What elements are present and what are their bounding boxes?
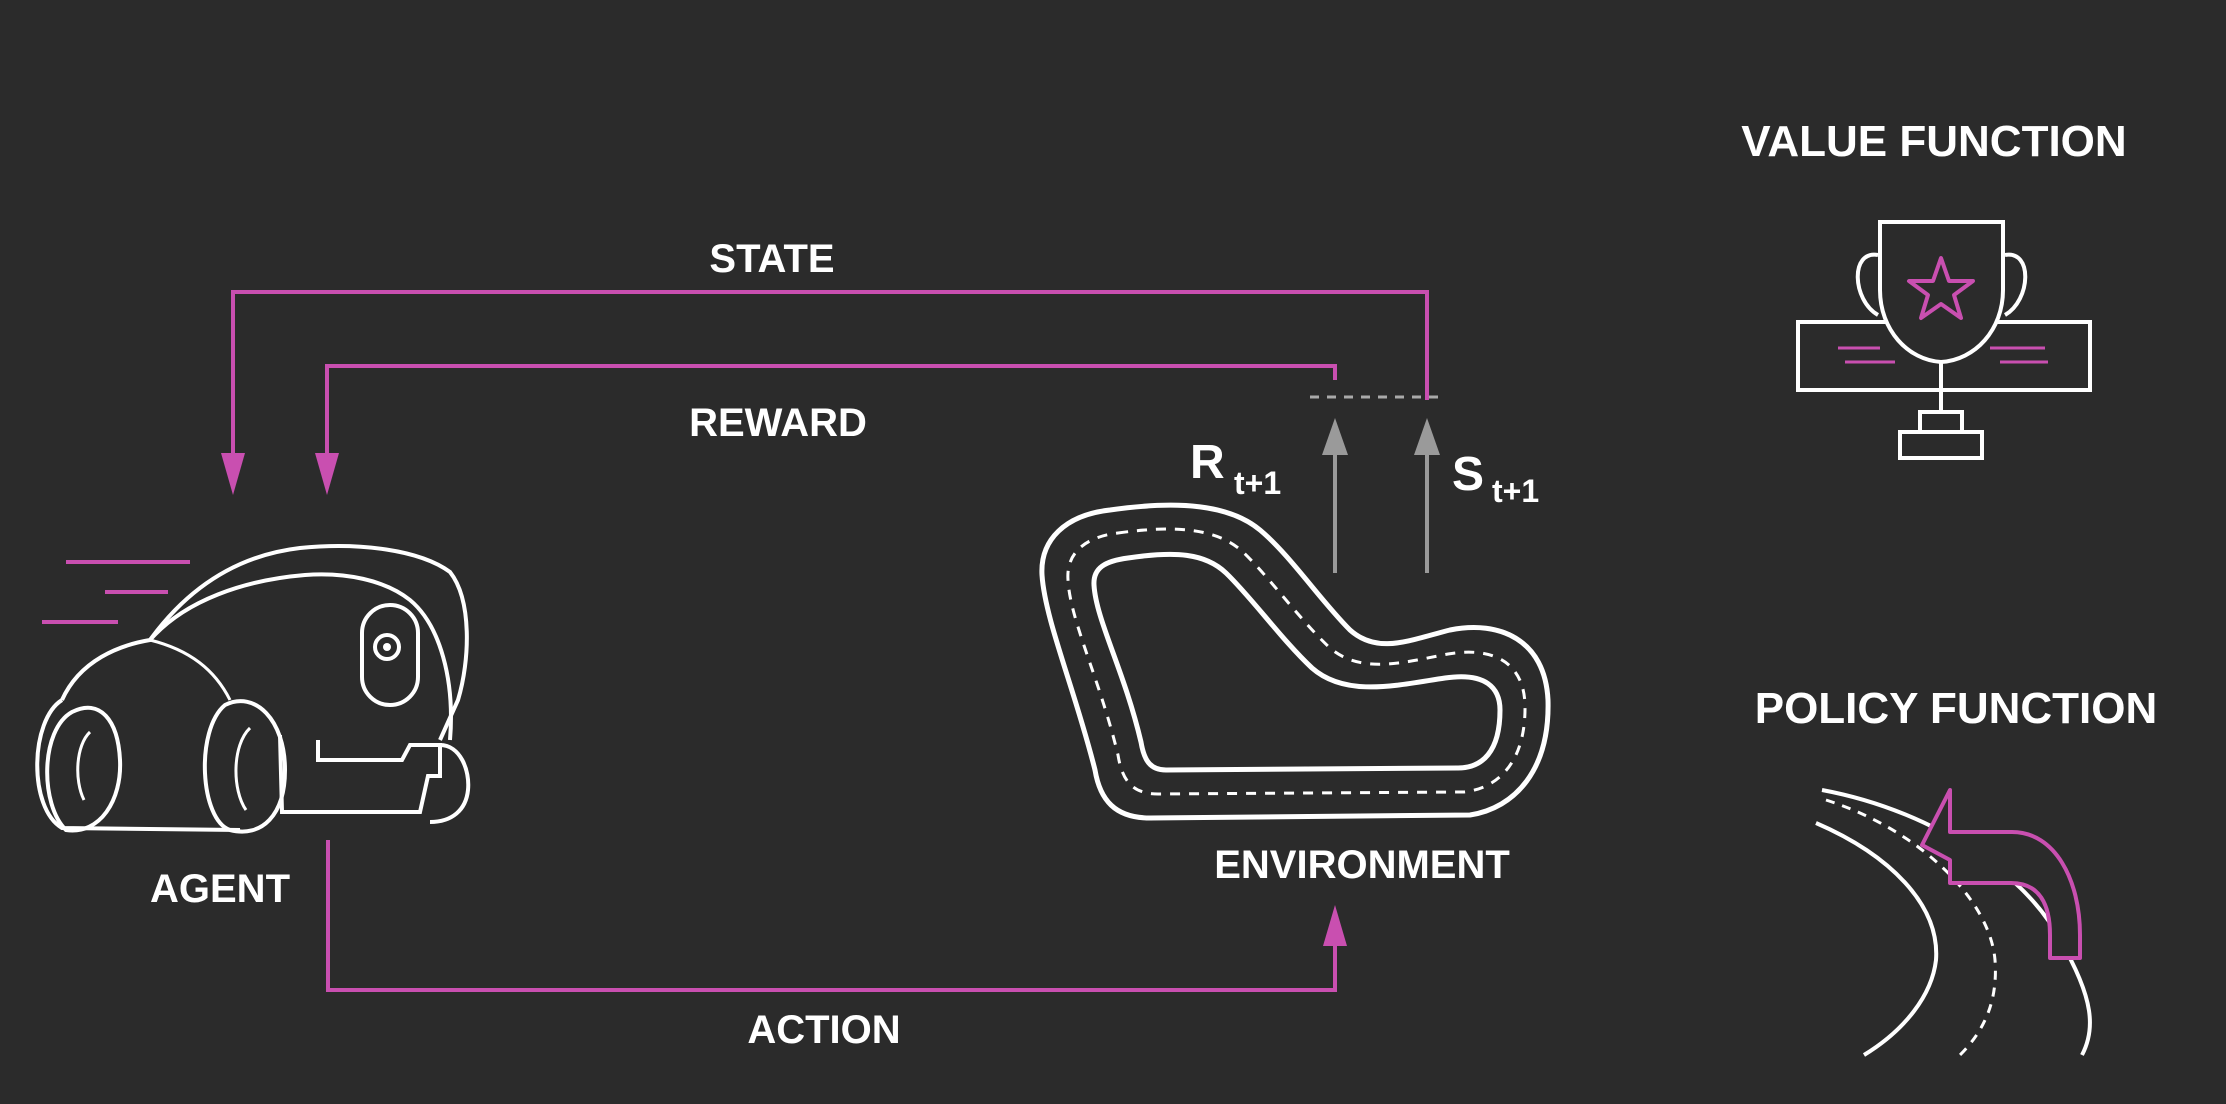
state-symbol: S [1452,448,1484,501]
state-arrowhead [221,453,245,495]
race-car-icon [35,544,471,834]
action-flow-line [326,840,1347,992]
trophy-icon [1796,220,2092,460]
action-arrowhead [1323,905,1347,946]
reward-arrowhead [315,453,339,495]
state-label: STATE [709,237,834,281]
winding-road-icon [1815,788,2092,1057]
state-flow-line [221,290,1429,495]
reward-flow-line [315,364,1337,495]
policy-function-title: POLICY FUNCTION [1755,684,2158,733]
reward-subscript: t+1 [1234,465,1281,501]
value-function-title: VALUE FUNCTION [1741,117,2126,166]
agent-label: AGENT [150,867,290,911]
reward-label: REWARD [689,401,867,445]
state-subscript: t+1 [1492,473,1539,509]
action-label: ACTION [747,1008,900,1052]
reward-symbol: R [1190,436,1225,489]
reward-up-arrow [1322,418,1348,573]
environment-label: ENVIRONMENT [1214,843,1510,887]
race-track-icon [1039,502,1551,821]
state-up-arrow [1414,418,1440,573]
